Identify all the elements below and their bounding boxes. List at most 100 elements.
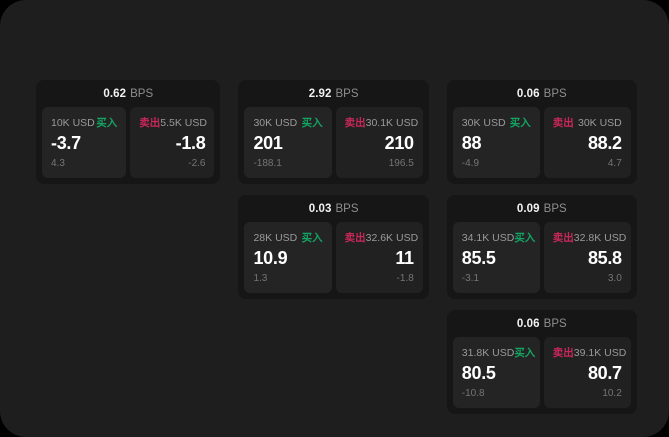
buy-action-label[interactable]: 买入 [96, 117, 118, 129]
quote-card[interactable]: 0.62 BPS 10K USD 买入 -3.7 4.3 卖出 5.5K USD -1.8 -2.… [36, 80, 221, 184]
card-header: 0.09 BPS [453, 202, 631, 217]
sell-panel[interactable]: 卖出 39.1K USD 80.7 10.2 [543, 337, 631, 408]
panel-top-row: 31.8K USD 买入 [461, 345, 536, 359]
buy-action-label[interactable]: 买入 [514, 347, 536, 359]
buy-sub-value: 4.3 [51, 158, 65, 169]
buy-panel[interactable]: 34.1K USD 买入 85.5 -3.1 [452, 222, 540, 293]
sell-sub-value: -2.6 [188, 158, 206, 169]
panel-top-row: 卖出 39.1K USD [552, 345, 627, 359]
sell-sub-value: 196.5 [388, 158, 414, 169]
bps-unit-label: BPS [543, 318, 567, 330]
buy-action-label[interactable]: 买入 [301, 117, 323, 129]
bps-value: 0.03 [308, 203, 332, 215]
sell-action-label[interactable]: 卖出 [344, 232, 366, 244]
buy-size-label: 31.8K USD [461, 347, 515, 359]
sell-action-label[interactable]: 卖出 [552, 347, 574, 359]
panel-top-row: 30K USD 买入 [461, 115, 531, 129]
buy-panel[interactable]: 31.8K USD 买入 80.5 -10.8 [452, 337, 540, 408]
card-body: 34.1K USD 买入 85.5 -3.1 卖出 32.8K USD 85.8 3.0 [452, 222, 631, 293]
buy-panel[interactable]: 30K USD 买入 201 -188.1 [244, 107, 332, 178]
card-header: 0.03 BPS [244, 202, 422, 217]
panel-top-row: 卖出 30K USD [552, 115, 622, 129]
bps-value: 0.09 [516, 203, 540, 215]
panel-top-row: 卖出 32.6K USD [344, 230, 419, 244]
sell-main-value: 210 [384, 133, 414, 153]
panel-top-row: 卖出 30.1K USD [344, 115, 419, 129]
sell-main-value: 80.7 [587, 363, 622, 383]
sell-size-label: 5.5K USD [160, 117, 207, 129]
quote-card[interactable]: 0.06 BPS 30K USD 买入 88 -4.9 卖出 30K USD 88.2 4.7 [446, 80, 637, 184]
bps-unit-label: BPS [335, 88, 359, 100]
sell-main-value: 85.8 [587, 248, 622, 268]
sell-sub-value: 10.2 [602, 388, 622, 399]
sell-action-label[interactable]: 卖出 [139, 117, 161, 129]
buy-size-label: 30K USD [253, 117, 298, 129]
sell-size-label: 32.8K USD [573, 232, 627, 244]
column-middle: 2.92 BPS 30K USD 买入 201 -188.1 卖出 30.1K USD 210 1… [238, 80, 429, 299]
buy-main-value: 85.5 [461, 248, 496, 268]
quote-card[interactable]: 2.92 BPS 30K USD 买入 201 -188.1 卖出 30.1K USD 210 1… [238, 80, 429, 184]
sell-action-label[interactable]: 卖出 [552, 117, 574, 129]
buy-size-label: 34.1K USD [461, 232, 515, 244]
bps-unit-label: BPS [543, 203, 567, 215]
buy-main-value: 88 [461, 133, 482, 153]
quote-card[interactable]: 0.06 BPS 31.8K USD 买入 80.5 -10.8 卖出 39.1K USD 80… [446, 310, 637, 414]
column-right: 0.06 BPS 30K USD 买入 88 -4.9 卖出 30K USD 88.2 4.7 0.… [446, 80, 637, 414]
sell-main-value: -1.8 [175, 133, 206, 153]
card-body: 10K USD 买入 -3.7 4.3 卖出 5.5K USD -1.8 -2.6 [42, 107, 215, 178]
buy-action-label[interactable]: 买入 [301, 232, 323, 244]
buy-action-label[interactable]: 买入 [514, 232, 536, 244]
sell-action-label[interactable]: 卖出 [344, 117, 366, 129]
buy-main-value: -3.7 [51, 133, 81, 153]
buy-size-label: 30K USD [461, 117, 506, 129]
panel-top-row: 10K USD 买入 [51, 115, 118, 129]
card-header: 0.62 BPS [42, 87, 214, 102]
buy-main-value: 201 [253, 133, 283, 153]
card-body: 30K USD 买入 201 -188.1 卖出 30.1K USD 210 196.5 [244, 107, 423, 178]
card-body: 30K USD 买入 88 -4.9 卖出 30K USD 88.2 4.7 [452, 107, 631, 178]
panel-top-row: 30K USD 买入 [253, 115, 323, 129]
bps-unit-label: BPS [130, 88, 154, 100]
panel-top-row: 28K USD 买入 [253, 230, 323, 244]
buy-sub-value: -4.9 [461, 158, 480, 169]
bps-value: 0.06 [516, 88, 540, 100]
buy-action-label[interactable]: 买入 [509, 117, 531, 129]
sell-size-label: 30.1K USD [365, 117, 419, 129]
buy-panel[interactable]: 30K USD 买入 88 -4.9 [452, 107, 540, 178]
sell-size-label: 32.6K USD [365, 232, 419, 244]
quote-card[interactable]: 0.03 BPS 28K USD 买入 10.9 1.3 卖出 32.6K USD 11 -1.8 [238, 195, 429, 299]
panel-top-row: 卖出 5.5K USD [139, 115, 207, 129]
buy-panel[interactable]: 10K USD 买入 -3.7 4.3 [42, 107, 127, 178]
sell-main-value: 11 [395, 248, 414, 268]
buy-size-label: 28K USD [253, 232, 298, 244]
sell-action-label[interactable]: 卖出 [552, 232, 574, 244]
sell-panel[interactable]: 卖出 32.6K USD 11 -1.8 [335, 222, 423, 293]
bps-value: 0.62 [103, 88, 127, 100]
buy-sub-value: -3.1 [461, 273, 480, 284]
buy-main-value: 80.5 [461, 363, 496, 383]
bps-value: 0.06 [516, 318, 540, 330]
buy-size-label: 10K USD [51, 117, 95, 129]
card-header: 0.06 BPS [453, 87, 631, 102]
buy-panel[interactable]: 28K USD 买入 10.9 1.3 [244, 222, 332, 293]
panel-top-row: 34.1K USD 买入 [461, 230, 536, 244]
sell-panel[interactable]: 卖出 30.1K USD 210 196.5 [335, 107, 423, 178]
bps-unit-label: BPS [335, 203, 359, 215]
panel-top-row: 卖出 32.8K USD [552, 230, 627, 244]
quote-board: 0.62 BPS 10K USD 买入 -3.7 4.3 卖出 5.5K USD -1.8 -2.… [36, 80, 637, 414]
buy-sub-value: -188.1 [253, 158, 282, 169]
sell-size-label: 39.1K USD [573, 347, 627, 359]
sell-sub-value: -1.8 [396, 273, 414, 284]
bps-value: 2.92 [308, 88, 332, 100]
card-body: 28K USD 买入 10.9 1.3 卖出 32.6K USD 11 -1.8 [244, 222, 423, 293]
bps-unit-label: BPS [543, 88, 567, 100]
buy-sub-value: -10.8 [461, 388, 485, 399]
sell-panel[interactable]: 卖出 32.8K USD 85.8 3.0 [543, 222, 631, 293]
sell-panel[interactable]: 卖出 5.5K USD -1.8 -2.6 [130, 107, 215, 178]
sell-panel[interactable]: 卖出 30K USD 88.2 4.7 [543, 107, 631, 178]
quote-card[interactable]: 0.09 BPS 34.1K USD 买入 85.5 -3.1 卖出 32.8K USD 85.… [446, 195, 637, 299]
column-left: 0.62 BPS 10K USD 买入 -3.7 4.3 卖出 5.5K USD -1.8 -2.… [36, 80, 221, 184]
card-header: 2.92 BPS [244, 87, 422, 102]
sell-sub-value: 3.0 [607, 273, 622, 284]
